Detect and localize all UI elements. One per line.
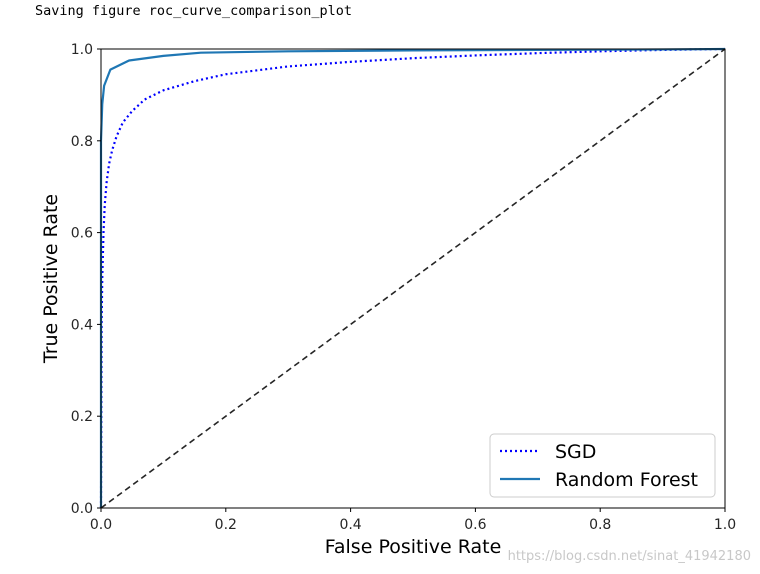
- y-axis-label: True Positive Rate: [40, 194, 62, 364]
- y-tick-label: 1.0: [71, 42, 93, 58]
- y-tick-label: 0.2: [71, 409, 93, 425]
- plot-area: 0.0 0.2 0.4 0.6 0.8 1.0 0.0 0.2 0.4 0.6 0.8 1.0 SGD R…: [71, 42, 736, 533]
- x-tick-label: 0.0: [90, 517, 112, 533]
- legend-box: [489, 433, 716, 498]
- x-tick-label: 0.6: [464, 517, 486, 533]
- y-tick-label: 0.0: [71, 501, 93, 517]
- legend-label-sgd: SGD: [555, 441, 596, 463]
- x-tick-label: 0.2: [215, 517, 237, 533]
- cell-output-text: Saving figure roc_curve_comparison_plot: [35, 3, 352, 19]
- legend: SGD Random Forest: [489, 433, 716, 498]
- y-tick-label: 0.8: [71, 134, 93, 150]
- legend-label-random-forest: Random Forest: [555, 469, 698, 491]
- y-tick-label: 0.6: [71, 226, 93, 242]
- axes-frame: [100, 48, 726, 509]
- series-line-sgd: [99, 47, 726, 509]
- diagonal-reference-line: [100, 48, 726, 509]
- x-tick-label: 0.8: [589, 517, 611, 533]
- x-tick-label: 1.0: [714, 517, 736, 533]
- y-tick-label: 0.4: [71, 317, 93, 333]
- x-tick-label: 0.4: [339, 517, 361, 533]
- watermark-text: https://blog.csdn.net/sinat_41942180: [508, 549, 751, 564]
- x-axis-label: False Positive Rate: [325, 536, 502, 558]
- series-line-random-forest: [99, 47, 726, 508]
